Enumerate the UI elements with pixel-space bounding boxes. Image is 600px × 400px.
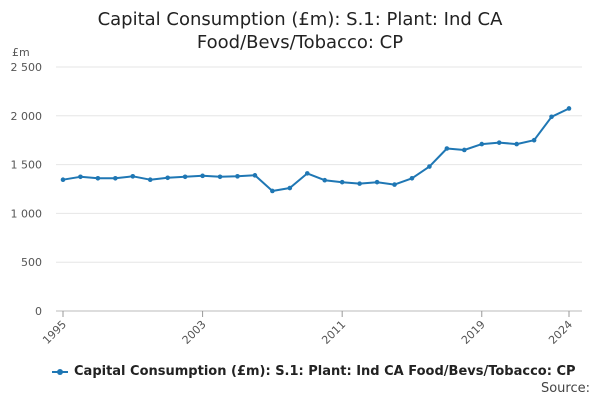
chart-title: Capital Consumption (£m): S.1: Plant: In… <box>0 8 600 54</box>
data-point <box>217 174 223 180</box>
data-point <box>252 173 258 178</box>
data-point <box>339 179 345 185</box>
data-point <box>479 141 485 147</box>
data-point <box>514 141 519 147</box>
y-tick-label: 500 <box>21 256 42 269</box>
data-point <box>235 174 240 179</box>
data-point <box>270 188 275 194</box>
data-point <box>357 181 362 186</box>
data-point <box>95 175 101 181</box>
legend[interactable]: Capital Consumption (£m): S.1: Plant: In… <box>52 364 576 379</box>
data-point <box>409 175 415 181</box>
data-point <box>113 175 118 181</box>
y-tick-label: 1 500 <box>11 159 43 172</box>
series-line <box>62 107 570 192</box>
data-point <box>566 106 572 111</box>
data-point <box>182 174 188 180</box>
legend-label: Capital Consumption (£m): S.1: Plant: In… <box>74 364 576 379</box>
data-point <box>165 175 170 181</box>
y-axis-unit-label: £m <box>12 46 30 59</box>
x-tick-label: 2019 <box>459 318 488 347</box>
y-tick-label: 1 000 <box>11 207 43 220</box>
data-point <box>462 147 467 153</box>
data-point <box>130 174 136 179</box>
data-point <box>496 140 502 145</box>
data-point <box>374 179 380 185</box>
data-point <box>304 171 310 176</box>
y-tick-label: 2 000 <box>11 110 43 123</box>
data-point <box>549 114 554 120</box>
data-point <box>444 146 450 151</box>
data-point <box>200 173 205 179</box>
data-point <box>531 137 537 143</box>
chart-title-line-1: Capital Consumption (£m): S.1: Plant: In… <box>97 9 503 30</box>
legend-line-marker-icon <box>52 366 68 378</box>
y-tick-label: 0 <box>35 305 42 318</box>
data-point <box>392 182 397 187</box>
data-point <box>287 185 293 191</box>
data-point <box>322 177 328 183</box>
data-point <box>147 177 153 183</box>
x-tick-label: 2003 <box>180 318 209 347</box>
data-point <box>427 164 432 169</box>
x-tick-label: 1995 <box>40 318 69 347</box>
x-tick-label: 2024 <box>546 318 575 347</box>
x-tick-label: 2011 <box>319 318 348 347</box>
data-point <box>60 177 66 183</box>
y-tick-label: 2 500 <box>11 61 43 74</box>
data-point <box>78 174 83 180</box>
chart-title-line-2: Food/Bevs/Tobacco: CP <box>196 32 404 53</box>
source-label: Source: <box>540 381 590 396</box>
